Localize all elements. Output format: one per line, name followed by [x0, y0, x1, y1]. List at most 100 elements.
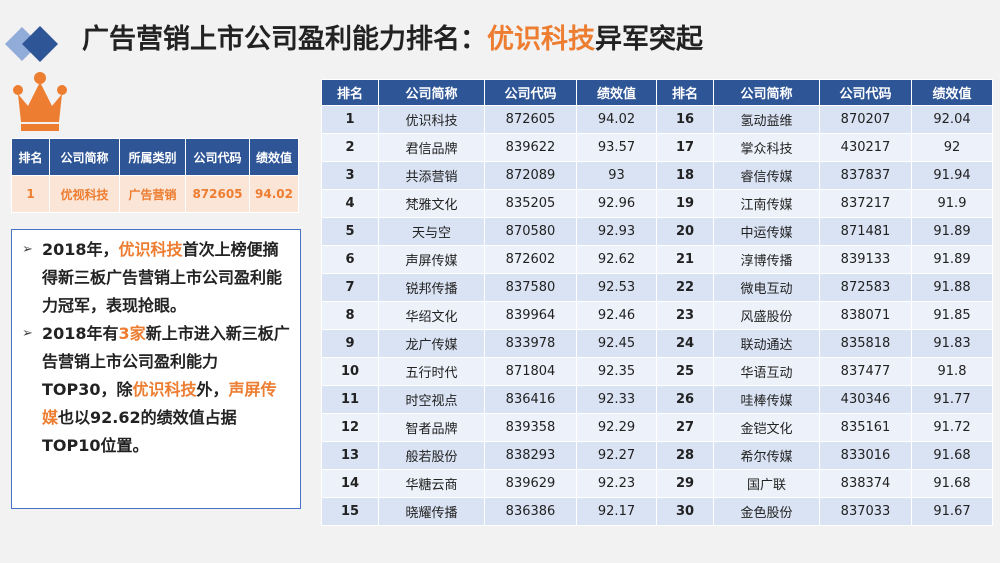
- header-cell: 公司代码: [484, 79, 577, 106]
- cell-rank: 11: [321, 385, 379, 414]
- note-text: 也以92.62的绩效值占据TOP10位置。: [42, 408, 237, 455]
- cell-score: 92.23: [576, 469, 657, 498]
- cell-score: 91.89: [911, 245, 993, 274]
- ranking-row: 10 五行时代 871804 92.35 25 华语互动 837477 91.8: [321, 357, 993, 386]
- cell-rank: 14: [321, 469, 379, 498]
- cell-score: 92: [911, 133, 993, 162]
- ranking-body: 1 优识科技 872605 94.02 16 氢动益维 870207 92.04 2 君信品牌 83…: [321, 105, 993, 526]
- ranking-row: 5 天与空 870580 92.93 20 中运传媒 871481 91.89: [321, 217, 993, 246]
- cell-rank: 30: [656, 497, 714, 526]
- cell-rank: 3: [321, 161, 379, 190]
- cell-rank: 6: [321, 245, 379, 274]
- cell-rank: 22: [656, 273, 714, 302]
- title-highlight: 优识科技: [487, 24, 595, 55]
- cell-rank: 24: [656, 329, 714, 358]
- note-highlight: 3家: [118, 324, 146, 343]
- cell-code: 872583: [819, 273, 912, 302]
- top-company-row: 1 优视科技 广告营销 872605 94.02: [11, 175, 299, 213]
- notes-box: ➢ 2018年，优识科技首次上榜便摘得新三板广告营销上市公司盈利能力冠军，表现抢…: [11, 229, 301, 509]
- ranking-row: 14 华糖云商 839629 92.23 29 国广联 838374 91.68: [321, 469, 993, 498]
- header-cell: 公司代码: [185, 138, 250, 176]
- top-company-header-row: 排名 公司简称 所属类别 公司代码 绩效值: [11, 138, 299, 176]
- cell-rank: 27: [656, 413, 714, 442]
- cell-name: 梵雅文化: [378, 189, 485, 218]
- cell-name: 天与空: [378, 217, 485, 246]
- cell-code: 837837: [819, 161, 912, 190]
- note-highlight: 优识科技: [118, 240, 183, 259]
- header-cell: 绩效值: [249, 138, 299, 176]
- crown-icon: [13, 72, 67, 131]
- cell-code: 835818: [819, 329, 912, 358]
- cell-code: 837217: [819, 189, 912, 218]
- cell-score: 91.8: [911, 357, 993, 386]
- cell-score: 92.46: [576, 301, 657, 330]
- diamond-logo-icon: [5, 26, 58, 62]
- note-text: 2018年有: [42, 324, 119, 343]
- header-cell: 绩效值: [576, 79, 657, 106]
- header-cell: 公司简称: [378, 79, 485, 106]
- cell-score: 91.77: [911, 385, 993, 414]
- header-cell: 排名: [321, 79, 379, 106]
- ranking-row: 13 般若股份 838293 92.27 28 希尔传媒 833016 91.68: [321, 441, 993, 470]
- ranking-row: 1 优识科技 872605 94.02 16 氢动益维 870207 92.04: [321, 105, 993, 134]
- cell-name: 华糖云商: [378, 469, 485, 498]
- cell-name: 时空视点: [378, 385, 485, 414]
- cell-rank: 29: [656, 469, 714, 498]
- cell-code: 430217: [819, 133, 912, 162]
- header-cell: 绩效值: [911, 79, 993, 106]
- arrow-bullet-icon: ➢: [22, 242, 33, 257]
- cell-name: 晓耀传播: [378, 497, 485, 526]
- cell-rank: 18: [656, 161, 714, 190]
- cell-score: 91.89: [911, 217, 993, 246]
- header-cell: 公司代码: [819, 79, 912, 106]
- header-cell: 排名: [656, 79, 714, 106]
- cell-rank: 12: [321, 413, 379, 442]
- cell-name: 掌众科技: [713, 133, 820, 162]
- cell-name: 金铠文化: [713, 413, 820, 442]
- cell-score: 94.02: [249, 175, 299, 213]
- cell-name: 中运传媒: [713, 217, 820, 246]
- cell-name: 睿信传媒: [713, 161, 820, 190]
- cell-name: 智者品牌: [378, 413, 485, 442]
- cell-rank: 15: [321, 497, 379, 526]
- cell-name: 江南传媒: [713, 189, 820, 218]
- cell-name: 氢动益维: [713, 105, 820, 134]
- cell-rank: 10: [321, 357, 379, 386]
- cell-score: 92.93: [576, 217, 657, 246]
- ranking-row: 2 君信品牌 839622 93.57 17 掌众科技 430217 92: [321, 133, 993, 162]
- cell-name: 微电互动: [713, 273, 820, 302]
- cell-score: 92.45: [576, 329, 657, 358]
- cell-rank: 8: [321, 301, 379, 330]
- note-text: 外，: [196, 380, 229, 399]
- cell-score: 92.35: [576, 357, 657, 386]
- note-text: 首次上榜便摘得新三板广告营销上市公司盈利能力冠军，表现抢眼。: [42, 240, 283, 315]
- cell-rank: 4: [321, 189, 379, 218]
- cell-code: 839133: [819, 245, 912, 274]
- cell-code: 839629: [484, 469, 577, 498]
- cell-code: 838071: [819, 301, 912, 330]
- ranking-header-row: 排名 公司简称 公司代码 绩效值 排名 公司简称 公司代码 绩效值: [321, 79, 993, 106]
- cell-code: 833978: [484, 329, 577, 358]
- cell-rank: 25: [656, 357, 714, 386]
- ranking-row: 6 声屏传媒 872602 92.62 21 淳博传播 839133 91.89: [321, 245, 993, 274]
- cell-code: 838293: [484, 441, 577, 470]
- cell-score: 91.94: [911, 161, 993, 190]
- title-main: 广告营销上市公司盈利能力排名：: [82, 24, 487, 55]
- cell-score: 93: [576, 161, 657, 190]
- cell-name: 君信品牌: [378, 133, 485, 162]
- cell-code: 835161: [819, 413, 912, 442]
- cell-code: 839358: [484, 413, 577, 442]
- cell-code: 870207: [819, 105, 912, 134]
- header-cell: 公司简称: [713, 79, 820, 106]
- cell-score: 93.57: [576, 133, 657, 162]
- note-paragraph-1: ➢ 2018年，优识科技首次上榜便摘得新三板广告营销上市公司盈利能力冠军，表现抢…: [22, 236, 290, 320]
- cell-name: 优视科技: [49, 175, 120, 213]
- arrow-bullet-icon: ➢: [22, 326, 33, 341]
- cell-code: 872605: [484, 105, 577, 134]
- cell-code: 838374: [819, 469, 912, 498]
- cell-name: 联动通达: [713, 329, 820, 358]
- cell-name: 共添营销: [378, 161, 485, 190]
- cell-rank: 13: [321, 441, 379, 470]
- cell-name: 华语互动: [713, 357, 820, 386]
- cell-code: 836416: [484, 385, 577, 414]
